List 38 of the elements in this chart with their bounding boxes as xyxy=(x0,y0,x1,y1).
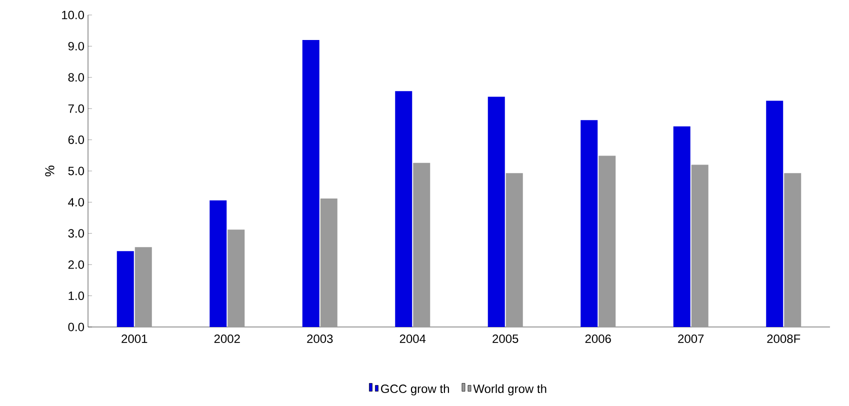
x-tick-label: 2007 xyxy=(678,334,704,344)
x-tick-label: 2004 xyxy=(400,334,426,344)
bar xyxy=(228,230,245,327)
bar xyxy=(320,198,338,327)
x-tick-label: 2002 xyxy=(214,334,240,344)
bar xyxy=(580,120,598,327)
legend-label: GCC grow th xyxy=(381,384,449,396)
y-tick-label: 6.0 xyxy=(68,136,84,144)
bar xyxy=(413,162,430,327)
y-tick-label: 1.0 xyxy=(68,292,84,300)
bar xyxy=(302,40,320,327)
bar xyxy=(116,251,134,327)
y-tick-label: 8.0 xyxy=(68,73,84,82)
y-tick-label: 5.0 xyxy=(68,166,84,176)
y-tick-label: 9.0 xyxy=(68,42,84,50)
x-tick-label: 2008F xyxy=(767,334,800,344)
bar xyxy=(673,126,690,327)
y-tick-label: 3.0 xyxy=(68,229,84,238)
bar xyxy=(766,100,784,327)
y-tick-label: 7.0 xyxy=(68,104,84,113)
bar xyxy=(395,91,412,327)
x-tick-label: 2006 xyxy=(585,334,611,344)
bar xyxy=(784,173,802,327)
y-tick-label: 10.0 xyxy=(62,10,84,20)
legend-label: World grow th xyxy=(473,384,546,396)
bar xyxy=(598,156,616,327)
y-tick-label: 2.0 xyxy=(68,260,84,269)
y-axis-title: % xyxy=(45,166,54,176)
bar xyxy=(506,173,523,327)
bar xyxy=(691,164,708,327)
x-tick-label: 2003 xyxy=(307,334,333,344)
bar xyxy=(210,200,227,327)
y-tick-label: 0.0 xyxy=(68,322,84,332)
x-tick-label: 2001 xyxy=(122,334,148,344)
y-tick-label: 4.0 xyxy=(68,198,84,206)
x-tick-label: 2005 xyxy=(492,334,518,344)
bar xyxy=(134,247,152,327)
bar xyxy=(488,96,505,327)
